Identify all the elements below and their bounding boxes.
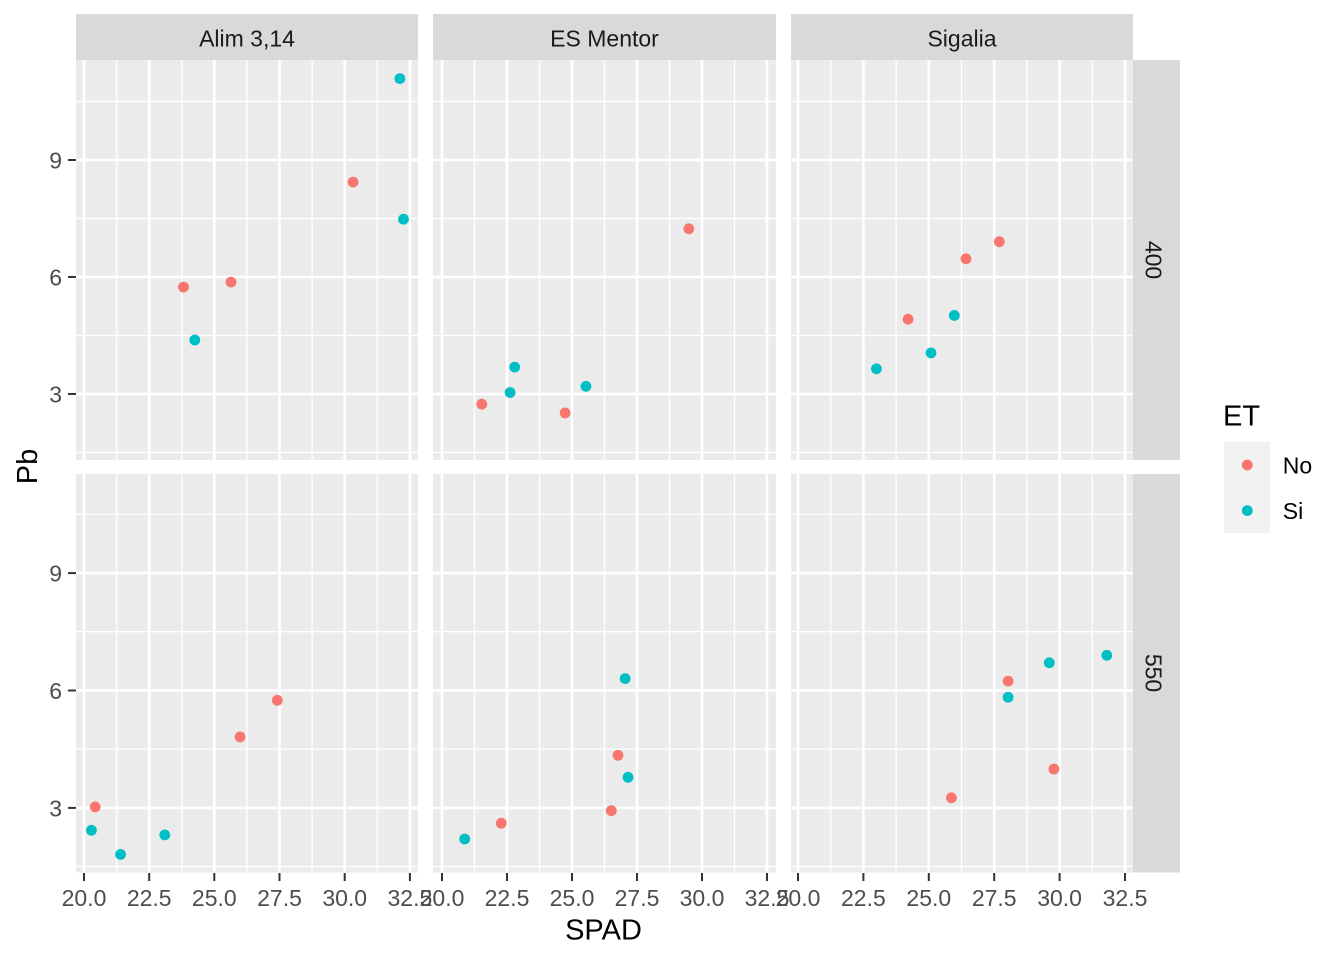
svg-text:Pb: Pb [12,449,44,484]
svg-text:32.5: 32.5 [745,885,790,911]
svg-text:27.5: 27.5 [972,885,1017,911]
svg-text:ET: ET [1223,401,1260,433]
svg-text:30.0: 30.0 [680,885,725,911]
svg-text:32.5: 32.5 [1103,885,1148,911]
svg-text:20.0: 20.0 [776,885,821,911]
svg-text:400: 400 [1141,241,1167,279]
svg-text:27.5: 27.5 [615,885,660,911]
svg-text:6: 6 [49,678,62,704]
svg-text:25.0: 25.0 [192,885,237,911]
svg-text:Alim 3,14: Alim 3,14 [199,26,295,52]
svg-text:30.0: 30.0 [322,885,367,911]
svg-text:32.5: 32.5 [388,885,433,911]
svg-text:9: 9 [49,148,62,174]
svg-text:25.0: 25.0 [550,885,595,911]
svg-text:20.0: 20.0 [420,885,465,911]
svg-text:3: 3 [49,796,62,822]
svg-text:27.5: 27.5 [257,885,302,911]
svg-text:22.5: 22.5 [127,885,172,911]
svg-text:22.5: 22.5 [841,885,886,911]
svg-text:550: 550 [1141,654,1167,692]
svg-text:Sigalia: Sigalia [927,26,996,52]
svg-text:Si: Si [1283,498,1303,524]
svg-text:30.0: 30.0 [1037,885,1082,911]
svg-text:No: No [1283,452,1312,478]
svg-text:6: 6 [49,265,62,291]
svg-text:SPAD: SPAD [565,915,642,947]
svg-text:ES Mentor: ES Mentor [550,26,659,52]
svg-text:20.0: 20.0 [62,885,107,911]
svg-text:3: 3 [49,382,62,408]
svg-text:9: 9 [49,561,62,587]
svg-text:22.5: 22.5 [485,885,530,911]
svg-text:25.0: 25.0 [906,885,951,911]
